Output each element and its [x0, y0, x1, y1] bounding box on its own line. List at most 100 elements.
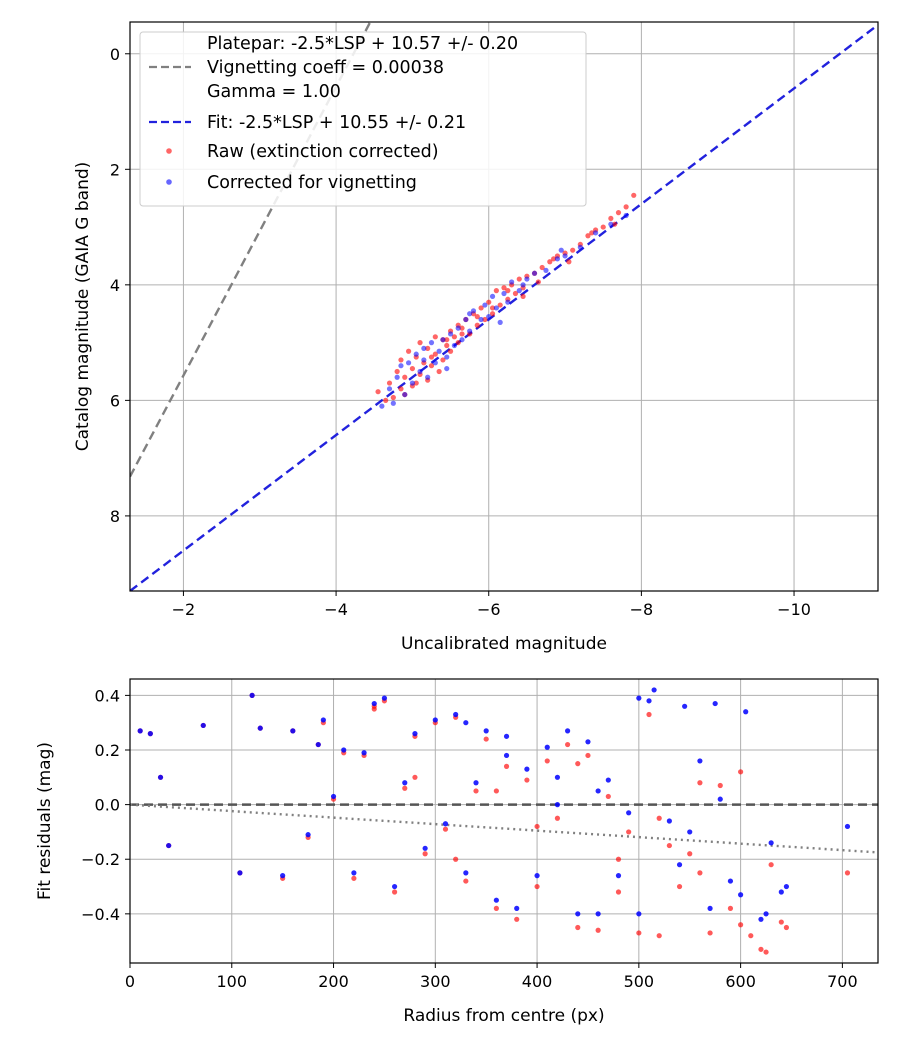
corrected-point: [503, 752, 510, 759]
corrected-point: [623, 212, 629, 219]
corrected-point: [743, 709, 749, 715]
raw-point: [539, 264, 545, 271]
legend-entry-label: Gamma = 1.00: [207, 82, 341, 102]
raw-point: [398, 386, 404, 392]
corrected-point: [763, 911, 769, 917]
raw-point: [589, 230, 595, 236]
corrected-point: [391, 883, 398, 890]
raw-point: [483, 736, 489, 742]
raw-point: [738, 922, 744, 928]
corrected-point: [379, 403, 385, 409]
top-fit-lines: [130, 22, 878, 591]
raw-point: [615, 889, 622, 895]
raw-point: [570, 247, 576, 253]
raw-point: [544, 758, 550, 764]
raw-point: [615, 856, 622, 862]
corrected-point: [440, 337, 446, 343]
corrected-point: [467, 328, 473, 334]
corrected-point: [524, 276, 530, 282]
x-tick-label: 600: [725, 972, 756, 991]
corrected-point: [417, 368, 423, 375]
legend-box: [139, 31, 587, 207]
raw-point: [436, 368, 442, 375]
corrected-point: [783, 883, 790, 890]
y-tick-label: −0.2: [81, 850, 120, 869]
y-tick-label: 6: [110, 391, 120, 410]
legend-entry-label: Vignetting coeff = 0.00038: [207, 58, 444, 78]
raw-point: [459, 325, 465, 331]
raw-point: [503, 763, 510, 769]
raw-point: [585, 233, 591, 239]
raw-point: [631, 192, 637, 198]
raw-point: [615, 210, 622, 216]
raw-point: [547, 259, 553, 265]
raw-point: [402, 785, 408, 791]
corrected-point: [398, 363, 404, 369]
raw-point: [440, 357, 446, 363]
legend-dot-swatch: [166, 148, 172, 154]
raw-point: [758, 946, 764, 952]
corrected-point: [341, 747, 347, 753]
raw-point: [514, 916, 520, 922]
corrected-point: [712, 700, 718, 707]
corrected-point: [463, 720, 469, 726]
corrected-point: [636, 695, 642, 701]
corrected-point: [444, 365, 450, 372]
corrected-point: [280, 873, 286, 879]
top-y-axis-label: Catalog magnitude (GAIA G band): [73, 162, 93, 452]
raw-point: [390, 394, 396, 401]
corrected-point: [459, 337, 465, 343]
corrected-point: [558, 247, 564, 253]
corrected-point: [727, 878, 734, 884]
corrected-point: [509, 279, 515, 285]
raw-point: [451, 334, 457, 340]
bottom-axes-frame: [129, 678, 879, 964]
legend-dot-swatch: [166, 179, 172, 185]
raw-point: [432, 351, 438, 357]
y-tick-label: −0.4: [81, 905, 120, 924]
corrected-point: [320, 717, 326, 723]
corrected-point: [697, 758, 703, 764]
raw-point: [428, 354, 435, 360]
corrected-point: [371, 700, 377, 707]
x-tick-label: 500: [624, 972, 655, 991]
raw-point: [489, 305, 496, 311]
raw-point: [575, 761, 581, 767]
bottom-scatter-points: [137, 687, 851, 955]
raw-point: [463, 878, 469, 884]
x-tick-label: −2: [172, 600, 196, 619]
raw-point: [398, 357, 404, 363]
legend-entry-label: Fit: -2.5*LSP + 10.55 +/- 0.21: [207, 113, 466, 133]
raw-point: [394, 368, 400, 375]
x-tick-label: 400: [522, 972, 553, 991]
corrected-point: [575, 911, 581, 917]
raw-point: [497, 302, 503, 308]
raw-point: [375, 389, 381, 395]
raw-point: [405, 348, 412, 354]
raw-point: [474, 314, 480, 320]
y-tick-label: 0: [110, 45, 120, 64]
corrected-point: [778, 889, 784, 895]
corrected-point: [738, 892, 744, 898]
raw-point: [763, 949, 769, 955]
corrected-point: [483, 728, 489, 734]
corrected-point: [455, 325, 461, 331]
corrected-point: [651, 687, 657, 693]
raw-point: [501, 285, 507, 291]
corrected-point: [717, 796, 723, 802]
corrected-point: [422, 845, 428, 851]
corrected-point: [390, 400, 396, 406]
corrected-point: [554, 256, 561, 262]
corrected-point: [412, 731, 418, 737]
raw-point: [402, 374, 408, 380]
corrected-point: [257, 725, 263, 731]
corrected-point: [682, 703, 688, 709]
corrected-point: [432, 360, 438, 366]
raw-point: [493, 905, 499, 911]
corrected-point: [505, 299, 511, 305]
corrected-point: [562, 253, 568, 259]
corrected-point: [147, 731, 153, 737]
raw-point: [473, 788, 479, 794]
raw-point: [444, 337, 450, 343]
raw-point: [566, 259, 572, 265]
